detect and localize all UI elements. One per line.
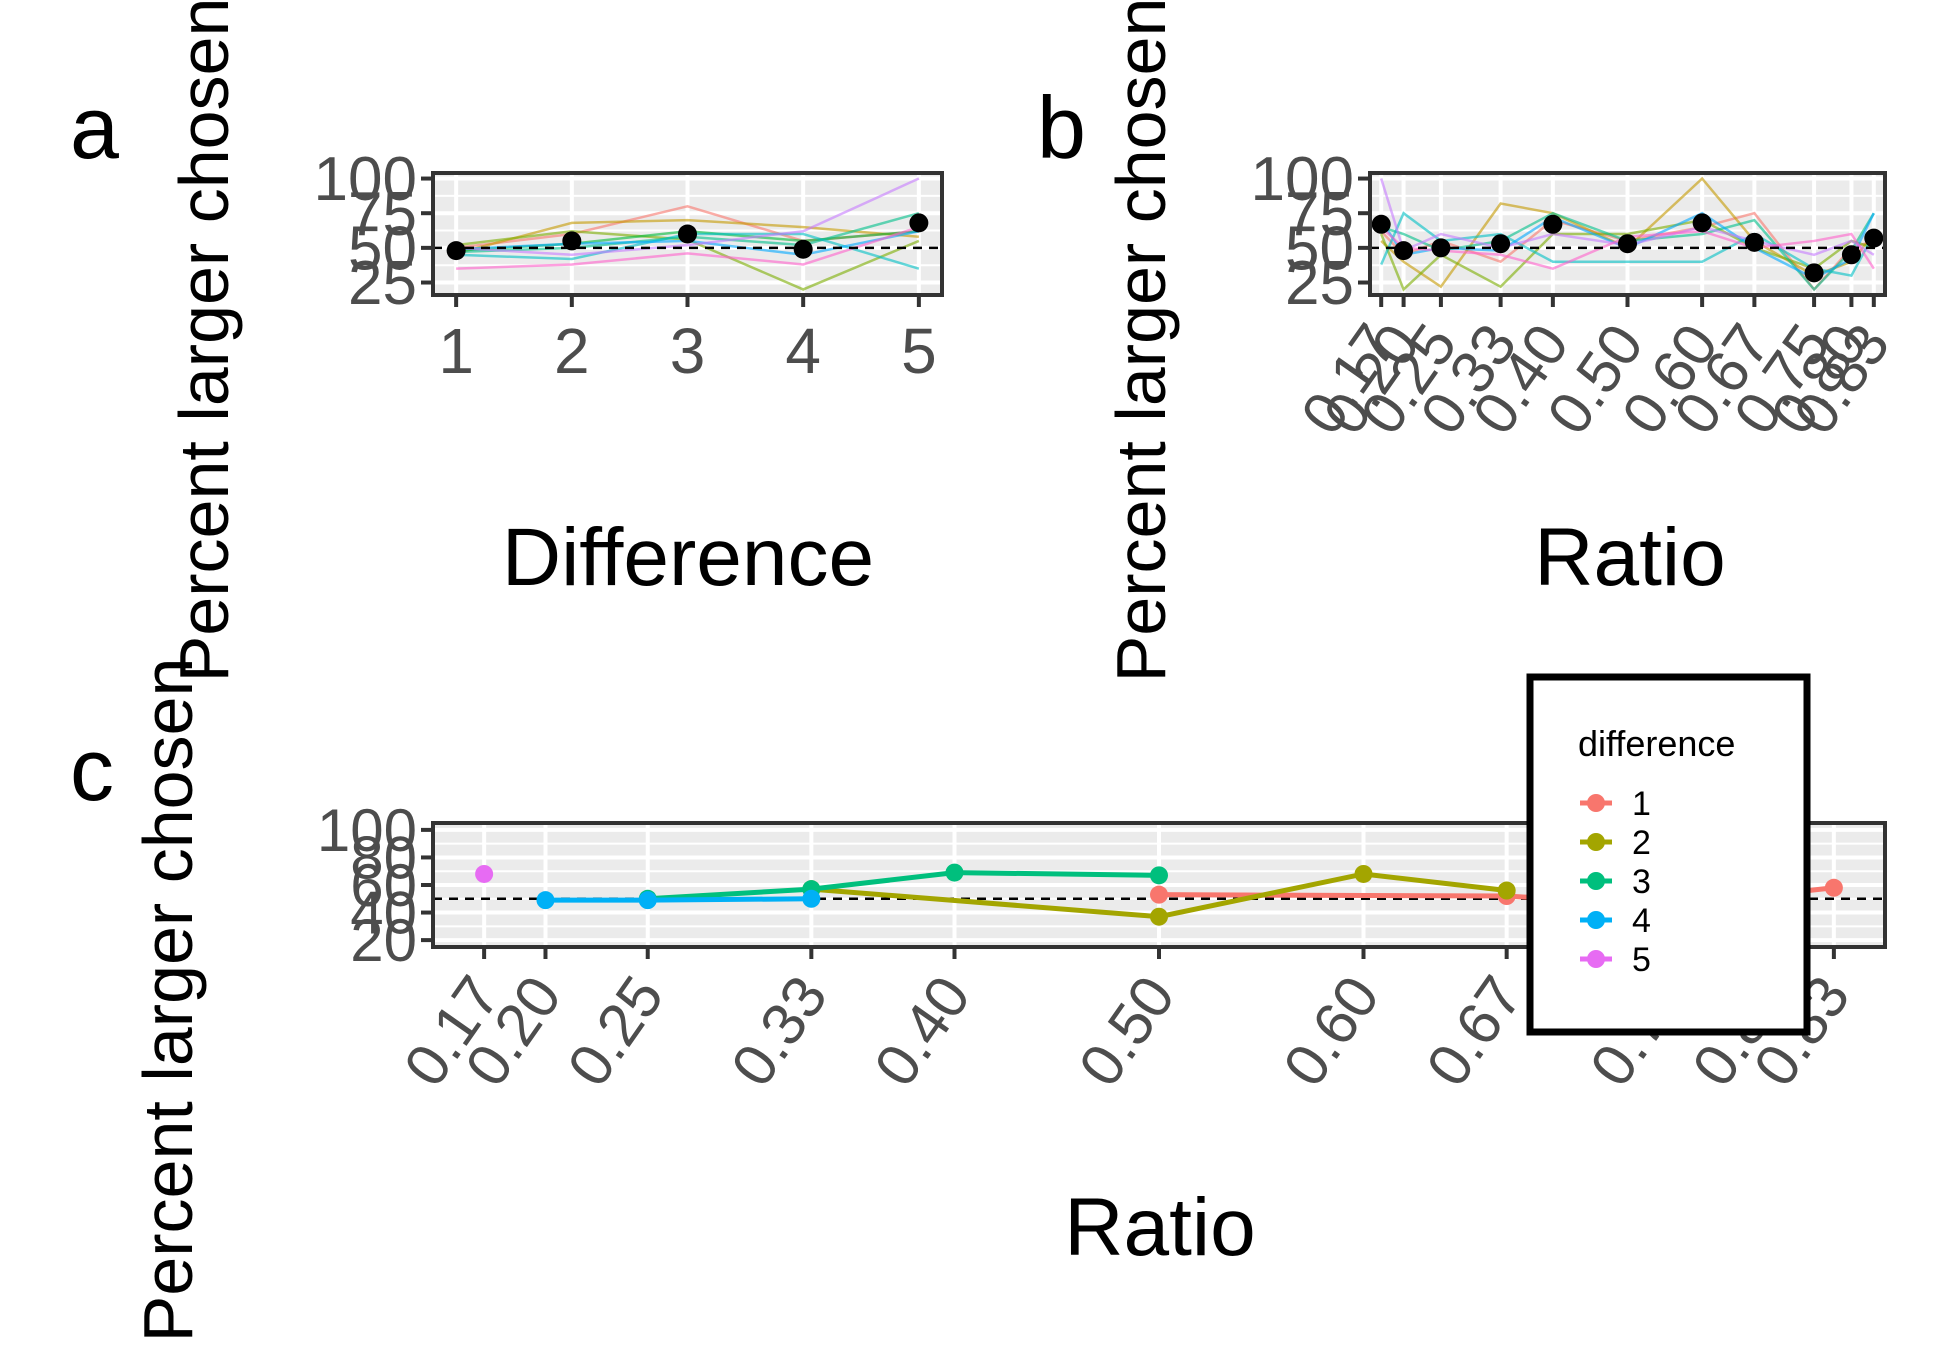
panel-a-y-tick-label: 100 bbox=[314, 145, 417, 214]
legend-label-4: 4 bbox=[1632, 902, 1651, 940]
panel-c-series-point-4 bbox=[802, 889, 821, 908]
panel-b-mean-point bbox=[1744, 232, 1764, 252]
panel-b-individual-line-3 bbox=[1380, 218, 1875, 292]
panel-a-y-title: Percent larger chosen bbox=[165, 0, 243, 682]
panel-a-mean-point bbox=[562, 231, 582, 251]
panel-c-series-point-4 bbox=[638, 891, 657, 910]
panel-a-mean-point bbox=[793, 239, 813, 259]
panel-a-mean-point bbox=[909, 213, 929, 233]
panel-c-series-point-4 bbox=[536, 891, 555, 910]
panel-a-mean-point bbox=[678, 224, 697, 244]
panel-c-y-tick-label: 80 bbox=[350, 824, 417, 891]
panel-a-x-tick-label: 3 bbox=[670, 315, 706, 387]
panel-c-tag: c bbox=[70, 720, 114, 819]
panel-b-mean-point bbox=[1394, 241, 1414, 261]
panel-c-series-point-1 bbox=[1150, 885, 1168, 904]
panel-b-x-title: Ratio bbox=[1534, 512, 1725, 603]
panel-a-y-tick-label: 25 bbox=[348, 249, 417, 318]
panel-a-x-title: Difference bbox=[502, 512, 874, 603]
panel-c-series-line-3 bbox=[647, 870, 1160, 902]
panel-a-individual-line-8 bbox=[456, 177, 920, 257]
panel-c-series-point-2 bbox=[1497, 881, 1516, 900]
legend-box bbox=[1526, 673, 1811, 1036]
panel-b-mean-point bbox=[1864, 228, 1884, 248]
panel-b-mean-point bbox=[1618, 234, 1637, 254]
panel-c-series-line-4 bbox=[545, 896, 812, 903]
panel-c-series-point-5 bbox=[475, 864, 494, 883]
panel-b-mean-point bbox=[1543, 214, 1563, 234]
panel-a-tag: a bbox=[70, 78, 119, 177]
panel-b-y-title: Percent larger chosen bbox=[1102, 0, 1180, 682]
panel-b-y-tick-label: 75 bbox=[1285, 180, 1354, 249]
panel-c-series-point-2 bbox=[1150, 907, 1168, 926]
panel-c-y-tick-label: 100 bbox=[317, 797, 417, 864]
panel-c-y-tick-label: 20 bbox=[350, 907, 417, 974]
panel-b-mean-point bbox=[1692, 213, 1712, 233]
panel-a-individual-line-9 bbox=[456, 225, 920, 270]
panel-b-y-tick-label: 25 bbox=[1285, 249, 1354, 318]
panel-b-mean-point bbox=[1491, 234, 1511, 254]
panel-a-y-tick-label: 50 bbox=[348, 215, 417, 284]
panel-c-series-point-1 bbox=[1824, 878, 1843, 897]
legend-label-3: 3 bbox=[1632, 863, 1651, 901]
panel-a-individual-line-2 bbox=[455, 218, 919, 255]
legend-key-point-4 bbox=[1587, 911, 1605, 929]
panel-c-series-line-2 bbox=[811, 871, 1507, 920]
legend-label-1: 1 bbox=[1632, 785, 1651, 823]
panel-b-mean-point bbox=[1431, 238, 1451, 258]
panel-c-series-point-3 bbox=[1150, 866, 1168, 885]
panel-b-tag: b bbox=[1037, 78, 1086, 177]
legend-title: difference bbox=[1578, 723, 1735, 764]
panel-a: a Percent larger chosen Difference 25507… bbox=[70, 0, 944, 682]
legend-key-point-1 bbox=[1587, 794, 1605, 812]
legend-label-5: 5 bbox=[1632, 941, 1651, 979]
panel-a-y-tick-label: 75 bbox=[348, 180, 417, 249]
legend-label-2: 2 bbox=[1632, 824, 1651, 862]
legend-key-point-5 bbox=[1587, 950, 1605, 968]
panel-c-y-tick-label: 60 bbox=[350, 852, 417, 919]
panel-a-mean-point bbox=[446, 241, 466, 261]
panel-c-y-tick-label: 40 bbox=[350, 880, 417, 947]
panel-a-x-tick-label: 4 bbox=[785, 315, 821, 387]
panel-b-y-tick-label: 50 bbox=[1285, 215, 1354, 284]
panel-c-y-title: Percent larger chosen bbox=[129, 658, 207, 1343]
panel-b-plot-area: 2550751000.170.200.250.330.400.500.600.6… bbox=[1251, 145, 1903, 446]
panel-c-series-point-3 bbox=[945, 863, 964, 882]
legend-key-point-3 bbox=[1587, 872, 1605, 890]
panel-a-x-tick-label: 5 bbox=[901, 315, 937, 387]
panel-b-mean-point bbox=[1804, 263, 1824, 283]
panel-b-y-tick-label: 100 bbox=[1251, 145, 1354, 214]
panel-a-x-tick-label: 1 bbox=[438, 315, 474, 387]
panel-b-mean-point bbox=[1841, 245, 1861, 265]
panel-b-mean-point bbox=[1371, 214, 1391, 234]
panel-a-x-tick-label: 2 bbox=[554, 315, 590, 387]
panel-c-x-title: Ratio bbox=[1064, 1182, 1255, 1273]
panel-c-series-point-2 bbox=[1354, 864, 1373, 883]
legend-key-point-2 bbox=[1587, 833, 1605, 851]
